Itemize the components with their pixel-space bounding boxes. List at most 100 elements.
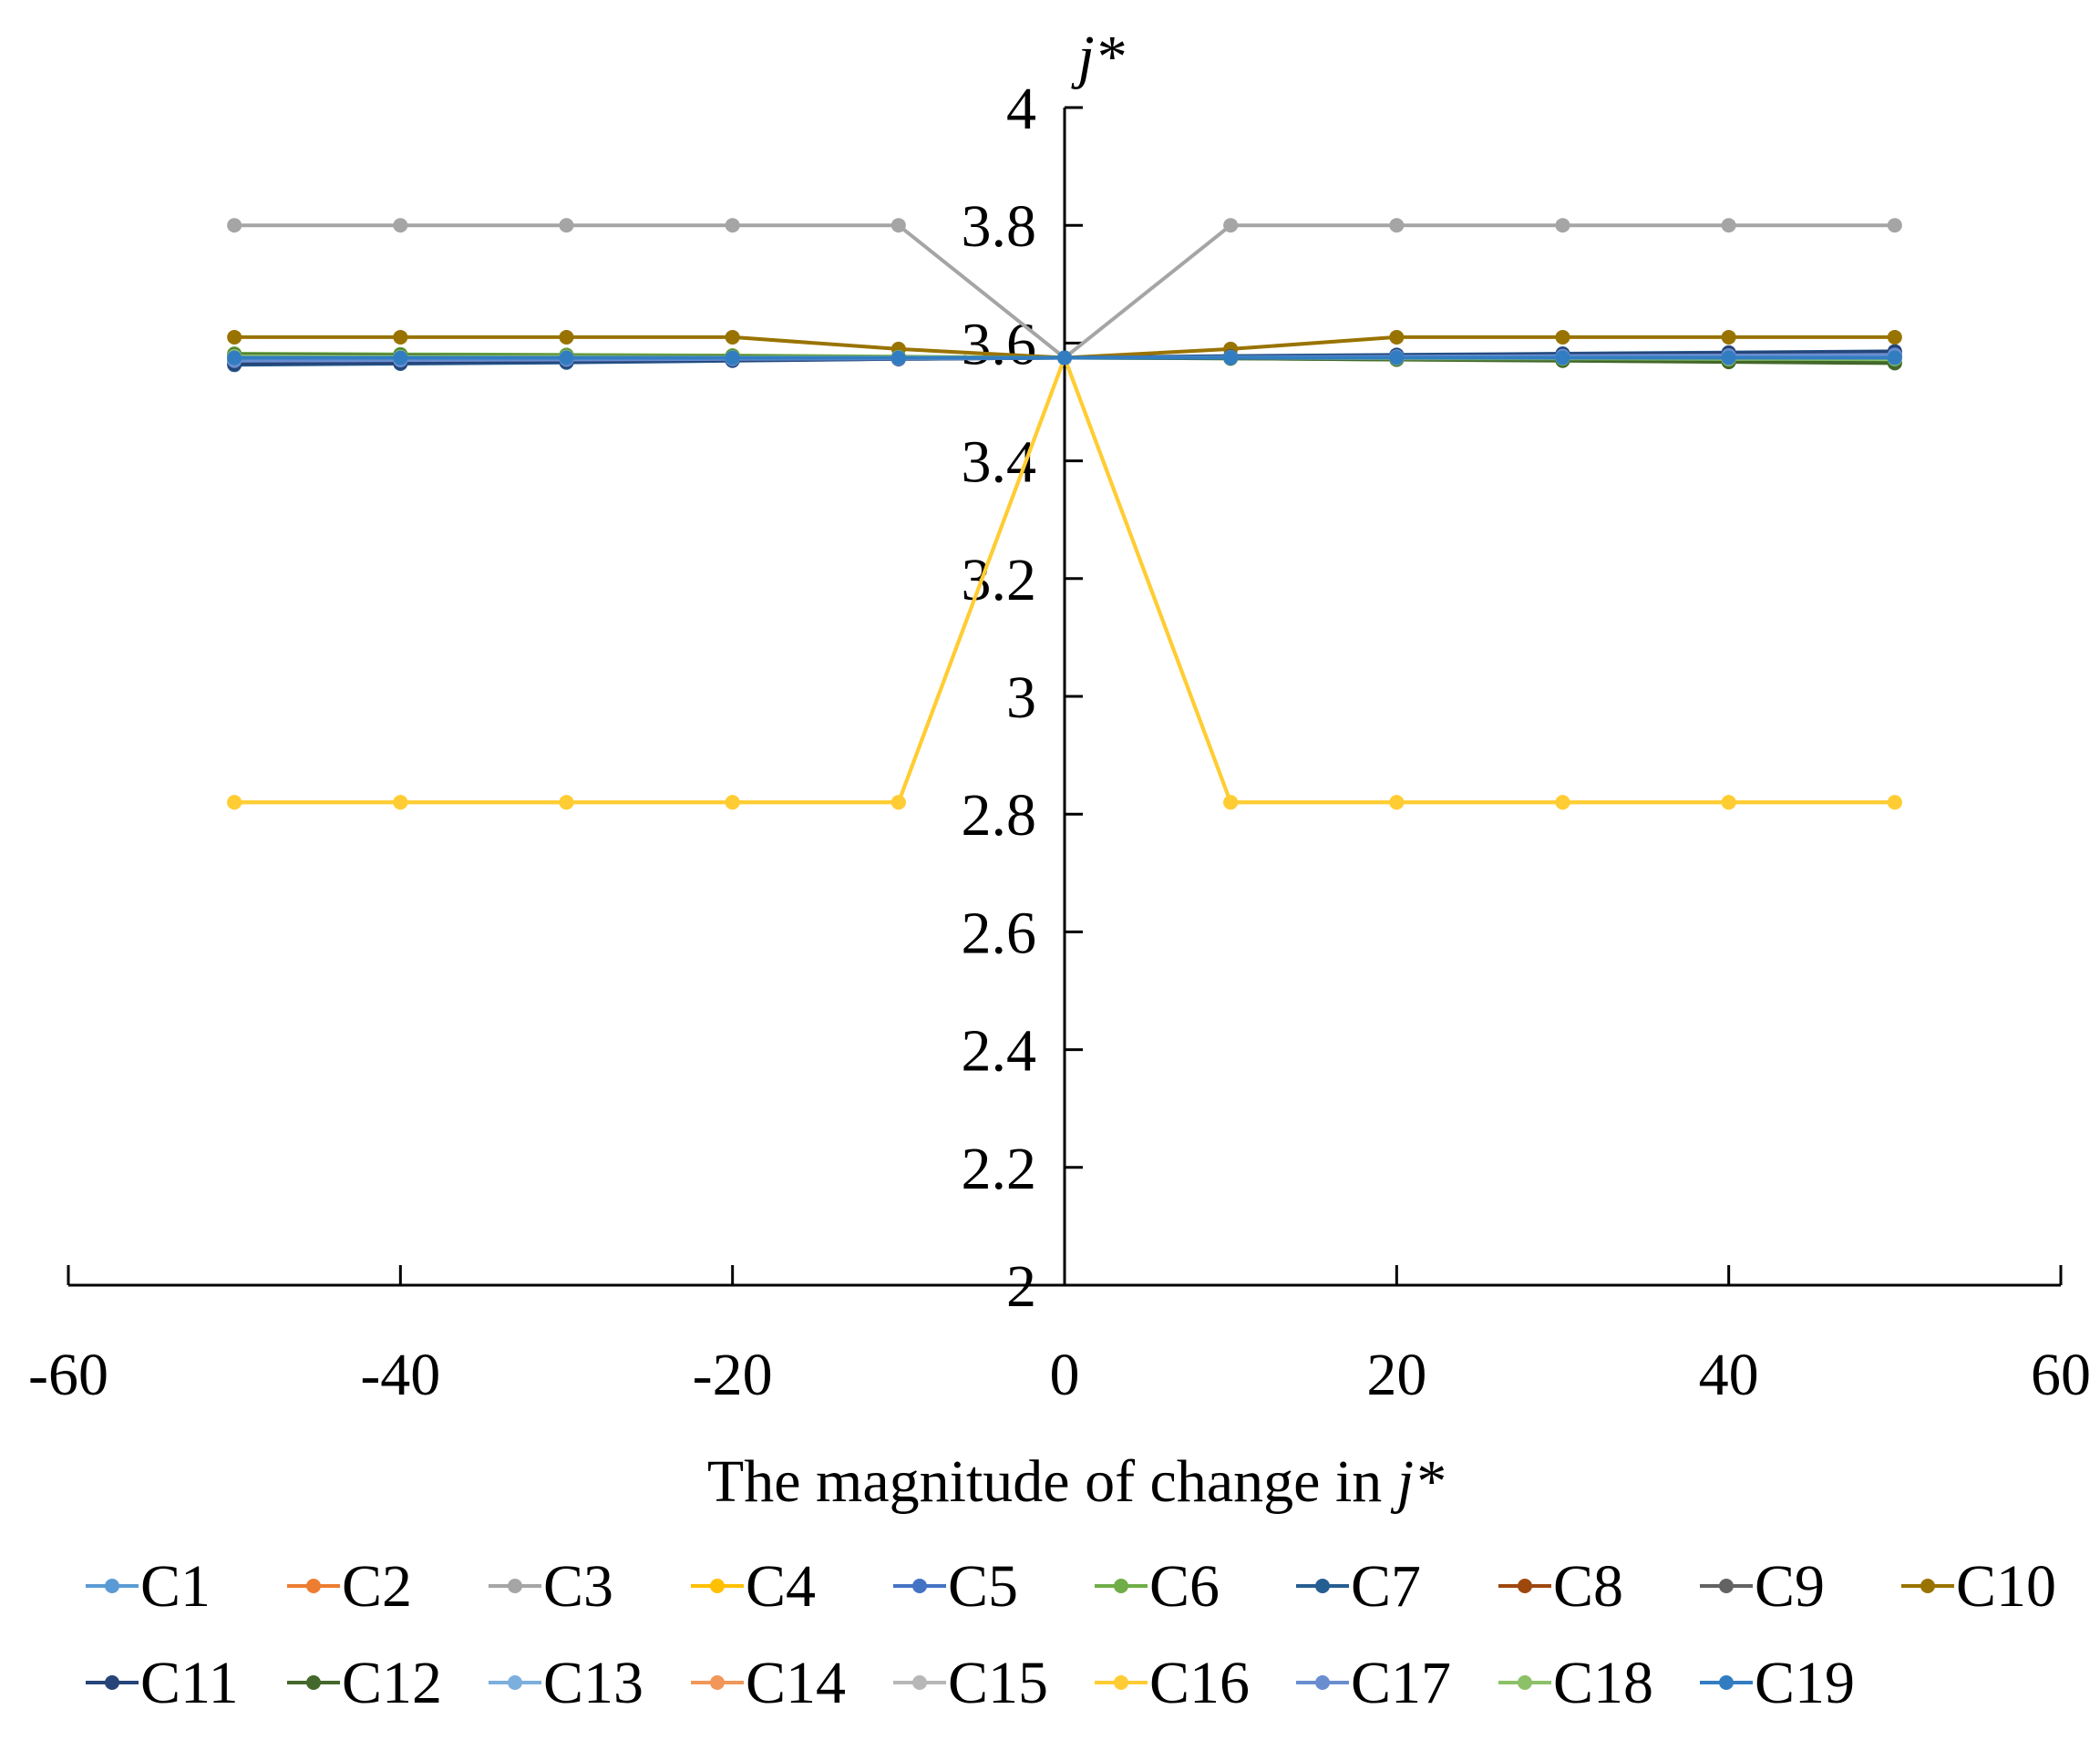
legend-item-c12: C12: [287, 1650, 442, 1716]
legend-swatch-marker: [508, 1675, 522, 1690]
data-point: [1721, 218, 1736, 233]
data-point: [393, 329, 408, 345]
legend-label: C9: [1755, 1553, 1825, 1620]
data-point: [559, 329, 574, 345]
data-point: [1887, 350, 1902, 366]
legend-item-c2: C2: [287, 1553, 412, 1620]
legend-item-c4: C4: [691, 1553, 816, 1620]
legend-label: C10: [1956, 1553, 2056, 1620]
x-tick-label: -20: [693, 1342, 773, 1408]
y-tick-label: 4: [1006, 76, 1036, 142]
legend-swatch-marker: [912, 1675, 927, 1690]
legend-label: C19: [1755, 1650, 1855, 1716]
legend-item-c8: C8: [1498, 1553, 1623, 1620]
legend-item-c15: C15: [893, 1650, 1048, 1716]
data-point: [725, 329, 740, 345]
legend-swatch-marker: [1315, 1579, 1330, 1593]
y-tick-label: 2.8: [962, 782, 1037, 849]
data-point: [559, 218, 574, 233]
data-point: [890, 795, 906, 810]
legend-label: C12: [342, 1650, 442, 1716]
data-point: [1389, 795, 1405, 810]
data-point: [1721, 795, 1736, 810]
legend-label: C16: [1149, 1650, 1250, 1716]
legend-swatch-marker: [105, 1675, 119, 1690]
data-point: [725, 218, 740, 233]
x-axis-label: The magnitude of change in j*: [707, 1448, 1444, 1515]
data-point: [393, 350, 408, 366]
data-point: [725, 795, 740, 810]
data-point: [725, 350, 740, 366]
legend-swatch-marker: [508, 1579, 522, 1593]
legend-item-c3: C3: [489, 1553, 613, 1620]
legend-item-c13: C13: [489, 1650, 643, 1716]
legend-item-c19: C19: [1700, 1650, 1855, 1716]
data-point: [1555, 329, 1570, 345]
legend-label: C14: [746, 1650, 846, 1716]
legend-swatch-marker: [306, 1579, 321, 1593]
x-tick-label: 40: [1699, 1342, 1759, 1408]
axes: -60 -40 -20 0 20 40 6022.22.42.62.833.23.43.63…: [28, 76, 2091, 1408]
x-tick-label: 0: [1050, 1342, 1080, 1408]
legend-item-c14: C14: [691, 1650, 846, 1716]
x-tick-label: 60: [2031, 1342, 2091, 1408]
legend-label: C11: [140, 1650, 239, 1716]
legend-item-c7: C7: [1296, 1553, 1421, 1620]
legend-label: C1: [140, 1553, 211, 1620]
y-tick-label: 3.8: [962, 193, 1037, 260]
legend-item-c9: C9: [1700, 1553, 1825, 1620]
legend-label: C18: [1553, 1650, 1653, 1716]
y-tick-label: 2.6: [962, 900, 1037, 966]
data-point: [227, 329, 242, 345]
data-point: [1555, 795, 1570, 810]
data-point: [559, 795, 574, 810]
y-tick-label: 3: [1006, 664, 1036, 731]
legend-swatch-marker: [710, 1579, 725, 1593]
legend-item-c18: C18: [1498, 1650, 1653, 1716]
data-point: [393, 218, 408, 233]
data-point: [393, 795, 408, 810]
data-point: [1223, 350, 1239, 366]
legend-swatch-marker: [710, 1675, 725, 1690]
legend-swatch-marker: [105, 1579, 119, 1593]
legend-label: C3: [543, 1553, 613, 1620]
legend-item-c17: C17: [1296, 1650, 1451, 1716]
data-point: [1223, 218, 1239, 233]
legend-swatch-marker: [1518, 1675, 1532, 1690]
x-axis-label-text: The magnitude of change in: [707, 1448, 1397, 1515]
y-tick-label: 2.2: [962, 1136, 1037, 1202]
series-c19: [227, 350, 1902, 366]
y-tick-label: 2.4: [962, 1018, 1037, 1085]
legend-label: C13: [543, 1650, 643, 1716]
legend-item-c16: C16: [1095, 1650, 1250, 1716]
data-point: [1057, 350, 1072, 366]
data-point: [227, 350, 242, 366]
data-point: [1721, 350, 1736, 366]
data-point: [1887, 218, 1902, 233]
y-axis-label: j*: [1070, 24, 1124, 90]
x-tick-label: 20: [1366, 1342, 1426, 1408]
legend-swatch-marker: [1719, 1675, 1734, 1690]
data-point: [1223, 795, 1239, 810]
data-point: [227, 218, 242, 233]
legend-label: C2: [342, 1553, 412, 1620]
legend: C1 C2 C3 C4 C5 C6 C7 C8 C9 C10 C11 C12 C13 C14 C15 C16 C…: [86, 1553, 2056, 1716]
data-point: [1555, 218, 1570, 233]
legend-swatch-marker: [1114, 1579, 1128, 1593]
y-tick-label: 2: [1006, 1253, 1036, 1320]
legend-swatch-marker: [1518, 1579, 1532, 1593]
legend-label: C6: [1149, 1553, 1220, 1620]
data-point: [1389, 350, 1405, 366]
data-point: [1887, 329, 1902, 345]
legend-swatch-marker: [1719, 1579, 1734, 1593]
data-point: [1887, 795, 1902, 810]
legend-label: C5: [948, 1553, 1018, 1620]
x-tick-label: -60: [28, 1342, 108, 1408]
legend-item-c11: C11: [86, 1650, 239, 1716]
legend-swatch-marker: [1114, 1675, 1128, 1690]
legend-item-c1: C1: [86, 1553, 211, 1620]
data-point: [227, 795, 242, 810]
legend-label: C15: [948, 1650, 1048, 1716]
legend-swatch-marker: [1920, 1579, 1935, 1593]
